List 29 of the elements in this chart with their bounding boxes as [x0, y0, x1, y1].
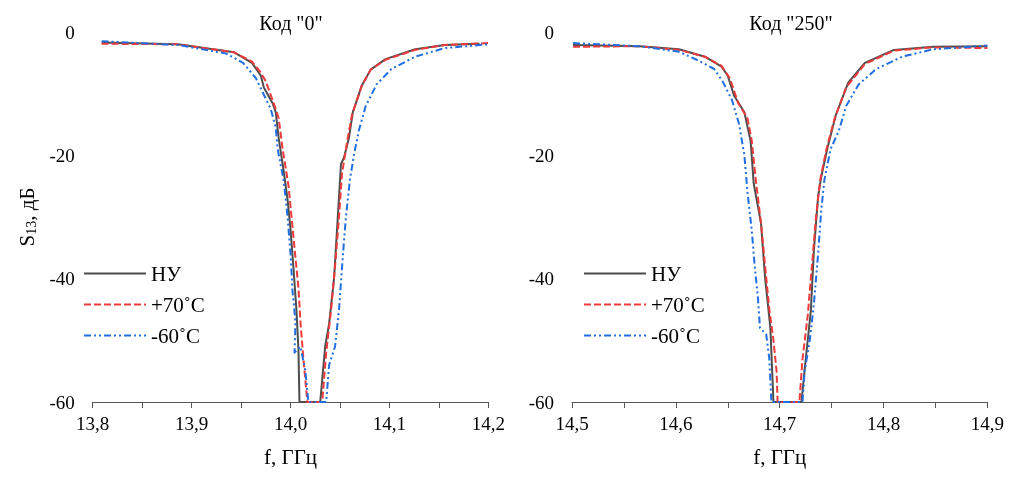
legend-label: -60˚C	[151, 323, 200, 348]
y-tick-label: -40	[49, 268, 75, 290]
y-tick-label: -20	[49, 144, 75, 166]
x-tick-label: 14,5	[555, 413, 589, 434]
legend-label: НУ	[151, 261, 182, 286]
x-tick-label: 14,6	[659, 413, 693, 434]
x-axis-title: f, ГГц	[753, 444, 807, 469]
y-tick-label: 0	[65, 21, 75, 43]
x-axis-title: f, ГГц	[264, 444, 318, 469]
y-tick-label: -60	[49, 391, 75, 413]
x-tick-label: 13,8	[76, 413, 110, 434]
x-tick-label: 14,0	[273, 413, 308, 434]
y-tick-label: -20	[528, 144, 554, 166]
y-tick-label: -60	[528, 391, 554, 413]
x-tick-label: 14,9	[970, 413, 1004, 434]
x-tick-label: 14,1	[372, 413, 407, 434]
legend-label: +70˚C	[651, 292, 705, 317]
y-axis-title: S13, дБ	[14, 187, 39, 247]
x-tick-label: 13,9	[175, 413, 209, 434]
legend-label: НУ	[651, 261, 682, 286]
x-tick-label: 14,7	[763, 413, 797, 434]
x-tick-label: 14,2	[471, 413, 505, 434]
legend-label: +70˚C	[151, 292, 205, 317]
chart-title: Код "250"	[749, 12, 833, 35]
x-tick-label: 14,8	[866, 413, 901, 434]
y-tick-label: -40	[528, 268, 554, 290]
chart-title: Код "0"	[259, 12, 323, 35]
legend-label: -60˚C	[651, 323, 700, 348]
y-tick-label: 0	[544, 21, 554, 43]
